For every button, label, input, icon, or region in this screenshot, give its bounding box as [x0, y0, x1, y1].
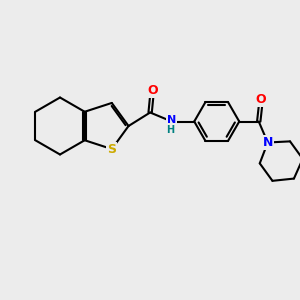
Text: N: N [167, 115, 176, 125]
Text: O: O [147, 84, 158, 98]
Text: O: O [256, 93, 266, 106]
Text: S: S [107, 142, 116, 156]
Text: H: H [166, 124, 174, 135]
Text: N: N [262, 136, 273, 149]
